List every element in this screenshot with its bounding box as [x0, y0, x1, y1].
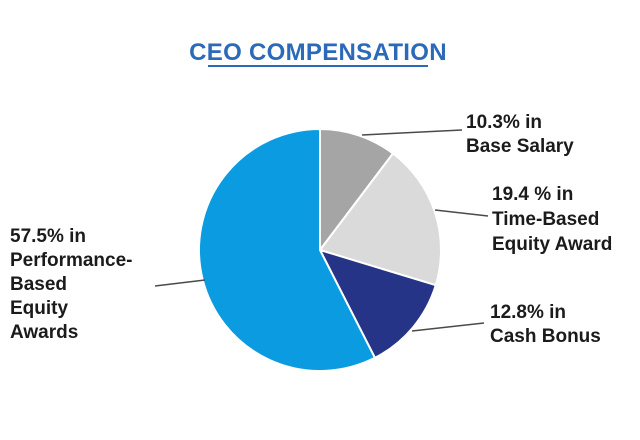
leader-line-3 [411, 322, 485, 332]
slice-label-2: 19.4 % in Time-Based Equity Award [492, 184, 612, 255]
leader-line-4 [154, 279, 206, 287]
slice-label-line: Based [10, 274, 67, 295]
slice-label-line: Equity [10, 298, 68, 319]
leader-line-2 [434, 209, 489, 217]
slice-label-3: 12.8% in Cash Bonus [490, 302, 601, 347]
leader-lines [154, 129, 489, 332]
slice-label-line: 57.5% in [10, 226, 86, 247]
leader-line-1 [361, 129, 463, 136]
slice-label-line: Equity Award [492, 234, 612, 255]
slice-label-line: 12.8% in [490, 302, 566, 323]
slice-label-4: 57.5% in Performance- Based Equity Awards [10, 226, 133, 343]
pie-slice-base-salary [319, 128, 394, 251]
slice-label-line: Time-Based [492, 209, 599, 230]
chart-title: CEO COMPENSATION [189, 39, 447, 66]
pie-slice-time-based-equity-award [319, 152, 442, 287]
slice-label-line: Awards [10, 322, 78, 343]
slice-label-line: Cash Bonus [490, 326, 601, 347]
pie-slice-cash-bonus [319, 249, 437, 359]
slice-label-line: 10.3% in [466, 112, 542, 133]
pie-slices [197, 128, 442, 372]
slice-label-1: 10.3% in Base Salary [466, 112, 574, 157]
slice-label-line: 19.4 % in [492, 184, 573, 205]
slice-labels: 10.3% in Base Salary 19.4 % in Time-Based Eq… [10, 112, 612, 347]
slice-label-line: Base Salary [466, 136, 574, 157]
slice-label-line: Performance- [10, 250, 133, 271]
pie-slice-performance-based-equity-awards [197, 128, 376, 372]
